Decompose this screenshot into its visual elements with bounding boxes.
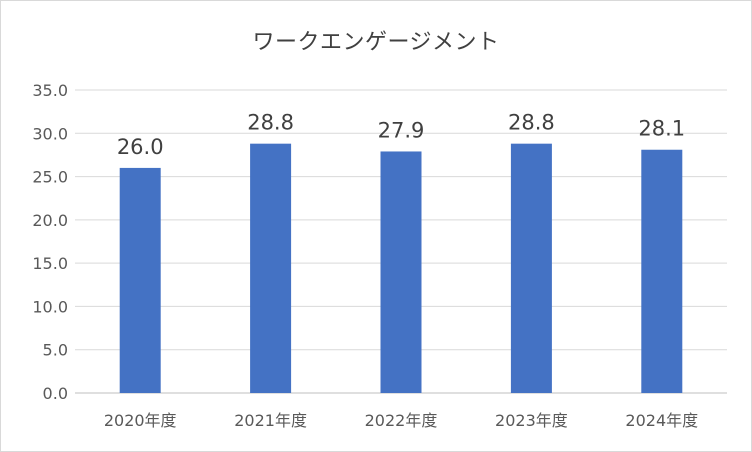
y-tick-label: 10.0 [32, 297, 68, 316]
chart-title: ワークエンゲージメント [252, 30, 500, 55]
y-tick-label: 35.0 [32, 81, 68, 100]
data-label: 26.0 [117, 135, 164, 159]
y-tick-label: 30.0 [32, 124, 68, 143]
y-tick-label: 15.0 [32, 254, 68, 273]
data-label: 28.8 [508, 111, 555, 135]
bar [510, 143, 552, 393]
data-label: 27.9 [378, 118, 425, 142]
y-tick-label: 0.0 [43, 384, 68, 403]
bar [380, 151, 422, 393]
x-tick-label: 2023年度 [495, 411, 568, 430]
y-tick-label: 25.0 [32, 168, 68, 187]
x-tick-label: 2021年度 [234, 411, 307, 430]
y-axis-tick-labels: 0.0 5.0 10.0 15.0 20.0 25.0 30.0 35.0 [32, 81, 68, 403]
x-axis-tick-labels: 2020年度 2021年度 2022年度 2023年度 2024年度 [104, 411, 698, 430]
bar [641, 149, 683, 393]
data-labels: 26.0 28.8 27.9 28.8 28.1 [117, 111, 685, 159]
y-tick-label: 20.0 [32, 211, 68, 230]
data-label: 28.1 [638, 117, 685, 141]
y-tick-label: 5.0 [43, 341, 68, 360]
bars [119, 143, 683, 393]
x-tick-label: 2020年度 [104, 411, 177, 430]
x-tick-label: 2022年度 [365, 411, 438, 430]
bar [119, 167, 161, 393]
bar [250, 143, 292, 393]
data-label: 28.8 [247, 111, 294, 135]
x-tick-label: 2024年度 [625, 411, 698, 430]
